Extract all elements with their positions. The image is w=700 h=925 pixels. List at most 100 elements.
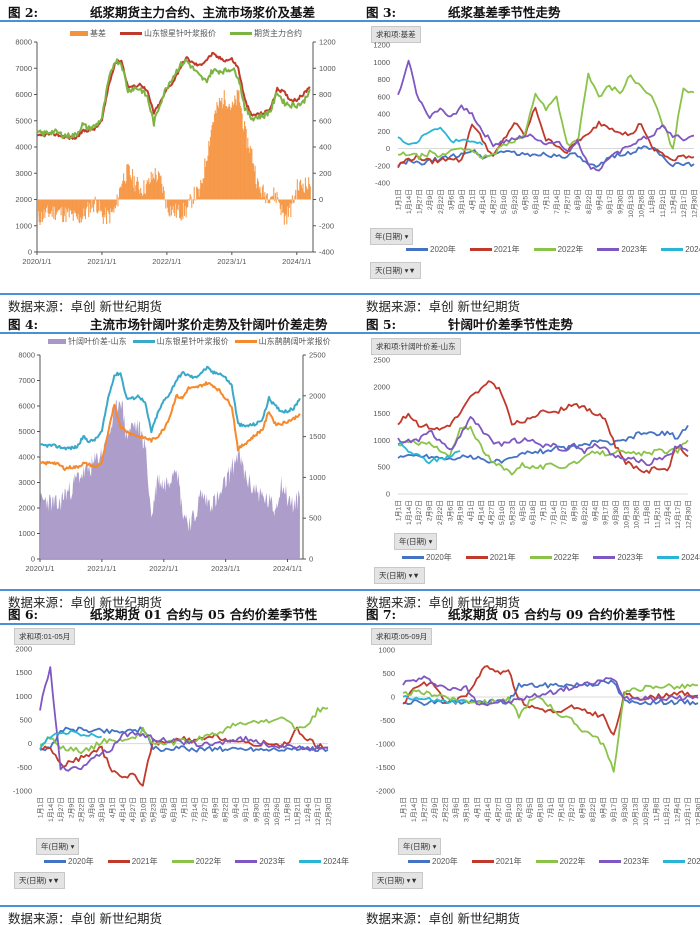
x-tick-label: 1月27日 bbox=[57, 797, 65, 822]
y-tick-label-left: 0 bbox=[31, 555, 35, 564]
basis-bar bbox=[198, 196, 200, 200]
basis-bar bbox=[46, 199, 48, 206]
y-tick-label-left: 7000 bbox=[15, 64, 32, 73]
legend-swatch bbox=[230, 32, 252, 35]
legend-label: 2024年 bbox=[681, 553, 700, 562]
day-filter-button[interactable]: 天(日期) ▾▼ bbox=[372, 872, 423, 889]
chart-legend: 2020年 2021年 2022年 2023年 2024年 bbox=[44, 856, 349, 867]
figure-3-title: 图 3: 纸浆基差季节性走势 bbox=[366, 2, 561, 20]
basis-bar bbox=[149, 184, 151, 200]
basis-bar bbox=[74, 199, 76, 214]
basis-bar bbox=[227, 106, 229, 200]
y-tick-label-right: 1500 bbox=[309, 432, 326, 441]
basis-bar bbox=[279, 199, 281, 209]
x-tick-label: 1月1日 bbox=[37, 797, 45, 818]
basis-bar bbox=[307, 189, 309, 200]
basis-bar bbox=[229, 106, 231, 200]
basis-bar bbox=[258, 188, 260, 200]
basis-bar bbox=[190, 196, 192, 200]
year-filter-button[interactable]: 年(日期) ▾ bbox=[398, 838, 442, 855]
y-tick-label-left: 5000 bbox=[18, 427, 35, 436]
y-tick-label: 2000 bbox=[373, 382, 390, 391]
basis-bar bbox=[65, 199, 67, 223]
figure-number: 图 6: bbox=[8, 607, 39, 622]
day-filter-button[interactable]: 天(日期) ▾▼ bbox=[14, 872, 65, 889]
basis-bar bbox=[200, 180, 202, 200]
basis-bar bbox=[151, 179, 153, 200]
basis-bar bbox=[177, 199, 179, 211]
basis-bar bbox=[62, 199, 64, 223]
figure-3-chart: -400 -200 0 200 400 600 800 1000 1200 1月1日 1月14日 1月… bbox=[373, 41, 698, 218]
pivot-field-button[interactable]: 求和项:01-05月 bbox=[14, 628, 76, 645]
x-tick-label: 10月26日 bbox=[642, 797, 650, 826]
basis-bar bbox=[123, 173, 125, 200]
basis-bar bbox=[52, 199, 54, 207]
x-tick-label: 4月14日 bbox=[477, 500, 485, 525]
basis-bar bbox=[262, 184, 264, 200]
x-tick-label: 2021/1/1 bbox=[87, 257, 116, 266]
x-tick-label: 1月14日 bbox=[47, 797, 55, 822]
basis-bar bbox=[139, 193, 141, 200]
x-tick-label: 4月1日 bbox=[473, 797, 481, 818]
pivot-field-button[interactable]: 求和项:05-09月 bbox=[371, 628, 433, 645]
legend-item-shandong-needle: 山东银星针叶浆报价 bbox=[120, 28, 216, 39]
basis-bar bbox=[99, 199, 101, 212]
pivot-field-button[interactable]: 求和项:针阔叶价差-山东 bbox=[371, 338, 461, 355]
y-tick-label: 0 bbox=[386, 490, 390, 499]
source-rule bbox=[8, 905, 700, 907]
basis-bar bbox=[172, 199, 174, 206]
basis-bar bbox=[187, 198, 190, 200]
legend-label: 山东鹊鹊阔叶浆报价 bbox=[258, 337, 331, 346]
legend-label: 2023年 bbox=[617, 553, 644, 562]
x-tick-label: 9月30日 bbox=[621, 797, 629, 822]
basis-bar bbox=[123, 180, 125, 200]
day-filter-button[interactable]: 天(日期) ▾▼ bbox=[370, 262, 421, 279]
basis-bar bbox=[63, 199, 65, 216]
series-line-2020年 bbox=[39, 726, 329, 753]
basis-bar bbox=[127, 164, 130, 200]
y-tick-label-left: 2000 bbox=[18, 504, 35, 513]
x-tick-label: 6月18日 bbox=[532, 189, 540, 214]
chart-legend: 2020年 2021年 2022年 2023年 2024年 bbox=[402, 552, 700, 563]
year-filter-button[interactable]: 年(日期) ▾ bbox=[370, 228, 414, 245]
x-tick-label: 9月30日 bbox=[253, 797, 261, 822]
legend-item: 2021年 bbox=[469, 244, 520, 255]
basis-bar bbox=[40, 199, 42, 223]
basis-bar bbox=[62, 199, 65, 222]
x-tick-label: 6月18日 bbox=[536, 797, 544, 822]
legend-label: 2022年 bbox=[553, 553, 580, 562]
figure-5-chart: 0 500 1000 1500 2000 2500 1月1日 1月14日 1月27日 2月9日 2月… bbox=[373, 356, 692, 529]
basis-bar bbox=[209, 146, 211, 200]
basis-bar bbox=[261, 197, 263, 200]
basis-bar bbox=[144, 193, 146, 200]
basis-bar bbox=[222, 104, 225, 200]
x-tick-label: 4月27日 bbox=[494, 797, 502, 822]
basis-bar bbox=[265, 199, 267, 204]
day-filter-button[interactable]: 天(日期) ▾▼ bbox=[374, 567, 425, 584]
y-tick-label-right: 400 bbox=[319, 143, 332, 152]
basis-bar bbox=[60, 199, 62, 216]
legend-item: 2023年 bbox=[235, 856, 285, 867]
legend-item-futures-main: 期货主力合约 bbox=[230, 28, 302, 39]
y-tick-label: 0 bbox=[391, 693, 395, 702]
year-filter-button[interactable]: 年(日期) ▾ bbox=[36, 838, 80, 855]
basis-bar bbox=[155, 174, 157, 200]
pivot-field-button[interactable]: 求和项:基差 bbox=[371, 26, 421, 43]
plot-area bbox=[39, 666, 329, 787]
figure-6-title: 图 6: 纸浆期货 01 合约与 05 合约价差季节性 bbox=[8, 604, 317, 622]
basis-bar bbox=[242, 128, 244, 200]
series-line-1 bbox=[39, 365, 301, 451]
x-tick-label: 12月4日 bbox=[304, 797, 312, 822]
figure-title-text: 纸浆期货 05 合约与 09 合约价差季节性 bbox=[448, 607, 676, 622]
basis-bar bbox=[173, 199, 175, 214]
legend-label: 2021年 bbox=[493, 245, 520, 254]
basis-bar bbox=[274, 193, 276, 200]
legend-label: 2024年 bbox=[687, 857, 700, 866]
legend-item: 2023年 bbox=[597, 244, 647, 255]
basis-bar bbox=[57, 199, 59, 211]
basis-bar bbox=[231, 101, 233, 200]
basis-bar bbox=[106, 199, 108, 211]
y-tick-label-right: 0 bbox=[309, 555, 313, 564]
year-filter-button[interactable]: 年(日期) ▾ bbox=[394, 533, 438, 550]
legend-label: 2024年 bbox=[685, 245, 700, 254]
